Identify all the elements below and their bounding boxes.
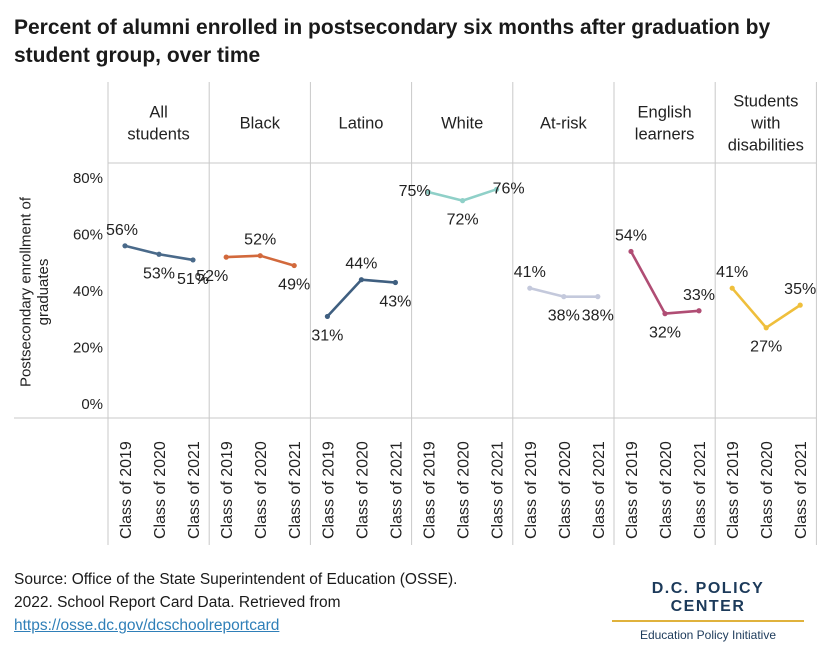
x-tick-label: Class of 2020 (557, 441, 574, 539)
data-point (797, 302, 803, 308)
data-label: 32% (649, 325, 681, 342)
data-label: 75% (399, 183, 431, 200)
x-tick-label: Class of 2019 (725, 441, 742, 539)
x-tick-label: Class of 2021 (490, 441, 507, 539)
x-tick-label: Class of 2021 (186, 441, 203, 539)
data-point (122, 243, 128, 249)
chart: Postsecondary enrollment ofgraduates 0% 20… (14, 82, 817, 545)
data-label: 52% (244, 232, 276, 249)
data-point (426, 189, 432, 195)
data-label: 52% (196, 268, 228, 285)
data-label: 27% (750, 339, 782, 356)
x-tick-label: Class of 2021 (793, 441, 810, 539)
x-tick-label: Class of 2021 (591, 441, 608, 539)
x-tick-label: Class of 2020 (354, 441, 371, 539)
data-point (392, 279, 398, 286)
x-tick-label: Class of 2020 (456, 441, 473, 539)
data-label: 72% (447, 212, 479, 229)
data-point (662, 311, 668, 317)
y-tick-label: 80% (73, 170, 103, 187)
data-label: 33% (683, 287, 715, 304)
source-note: Source: Office of the State Superintende… (14, 568, 574, 637)
panel-header: All students (127, 104, 189, 144)
data-point (156, 251, 162, 257)
panel-header: Students with disabilities (728, 93, 804, 155)
x-tick-label: Class of 2020 (658, 441, 675, 539)
data-label: 54% (615, 227, 647, 244)
data-point (358, 277, 364, 283)
data-point (223, 254, 229, 260)
x-tick-label: Class of 2021 (692, 441, 709, 539)
data-point (324, 313, 330, 320)
data-label: 38% (548, 308, 580, 325)
data-label: 41% (716, 264, 748, 281)
y-tick-label: 40% (73, 283, 103, 300)
x-tick-label: Class of 2019 (118, 441, 135, 539)
data-point (527, 285, 533, 291)
data-point (257, 253, 263, 259)
source-link[interactable]: https://osse.dc.gov/dcschoolreportcard (14, 617, 280, 634)
brand-subtitle: Education Policy Initiative (639, 628, 777, 642)
y-tick-label: 0% (81, 396, 103, 413)
x-tick-label: Class of 2019 (320, 441, 337, 539)
x-tick-label: Class of 2019 (624, 441, 641, 539)
chart-title: Percent of alumni enrolled in postsecond… (14, 16, 771, 67)
x-tick-label: Class of 2019 (523, 441, 540, 539)
y-tick-label: 60% (73, 227, 103, 244)
x-tick-label: Class of 2020 (759, 441, 776, 539)
data-point (190, 257, 196, 263)
series-line (629, 250, 701, 315)
data-point (628, 248, 634, 255)
panel-header: At-risk (540, 115, 587, 133)
data-label: 35% (784, 281, 816, 298)
panel-header: White (441, 115, 483, 133)
data-label: 51% (177, 271, 209, 288)
data-point (729, 285, 735, 291)
data-point (561, 294, 567, 300)
data-label: 31% (311, 327, 343, 344)
x-tick-label: Class of 2021 (388, 441, 405, 539)
data-label: 56% (106, 222, 138, 239)
x-tick-label: Class of 2020 (152, 441, 169, 539)
data-label: 53% (143, 265, 175, 282)
x-tick-label: Class of 2021 (287, 441, 304, 539)
data-point (763, 325, 769, 331)
data-point (494, 186, 500, 192)
data-label: 44% (345, 256, 377, 273)
brand-name: D.C. POLICY CENTER (612, 580, 804, 622)
data-label: 43% (379, 294, 411, 311)
data-point (595, 294, 601, 300)
data-point (696, 308, 702, 314)
x-tick-label: Class of 2020 (253, 441, 270, 539)
data-label: 38% (582, 308, 614, 325)
data-label: 49% (278, 277, 310, 294)
data-label: 76% (493, 180, 525, 197)
panel-header: English learners (635, 104, 695, 144)
x-tick-label: Class of 2019 (219, 441, 236, 539)
x-tick-label: Class of 2019 (422, 441, 439, 539)
data-point (460, 198, 466, 204)
data-label: 41% (514, 264, 546, 281)
panel-header: Black (240, 115, 281, 133)
data-point (291, 262, 297, 269)
brand-logo: D.C. POLICY CENTER Education Policy Init… (612, 580, 804, 642)
y-axis-label: Postsecondary enrollment ofgraduates (18, 196, 52, 387)
source-line-2: 2022. School Report Card Data. Retrieved… (14, 594, 341, 611)
panel-header: Latino (339, 115, 384, 133)
source-line-1: Source: Office of the State Superintende… (14, 571, 458, 588)
y-tick-label: 20% (73, 340, 103, 357)
